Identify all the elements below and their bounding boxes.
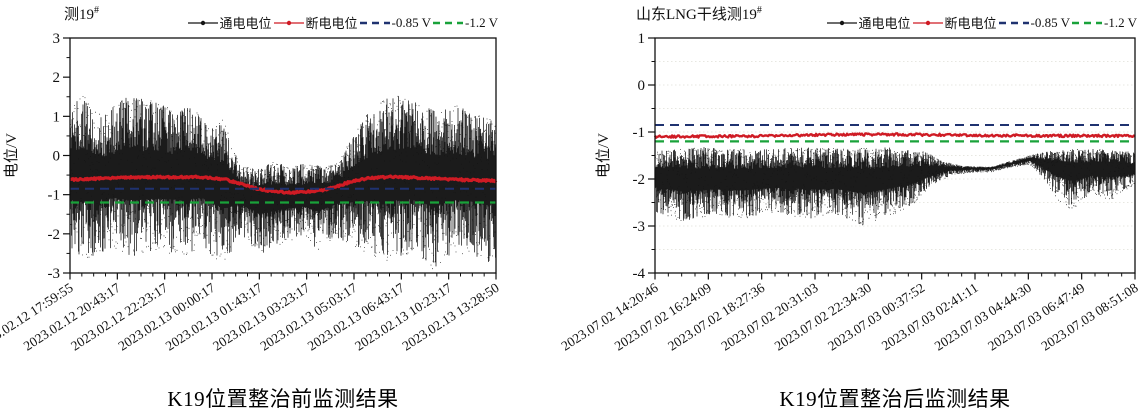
legend-item-ref-12: -1.2 V [433, 15, 498, 31]
legend-item-ref-12: -1.2 V [1072, 15, 1137, 31]
svg-text:-2: -2 [48, 227, 61, 243]
svg-text:0: 0 [638, 78, 646, 94]
legend-label-ref-085: -0.85 V [391, 14, 432, 30]
chart-title-text: 山东LNG干线测19 [636, 7, 757, 23]
svg-text:1: 1 [638, 31, 646, 47]
legend-label-on-potential: 通电电位 [858, 16, 911, 31]
svg-text:-2: -2 [633, 172, 646, 188]
legend-label-on-potential: 通电电位 [219, 16, 272, 31]
legend-swatch-on-potential [826, 20, 857, 25]
legend-after: 通电电位 断电电位 -0.85 V -1.2 V [826, 13, 1137, 32]
svg-text:-3: -3 [48, 266, 61, 282]
svg-text:2023.07.02 20:31:03: 2023.07.02 20:31:03 [718, 280, 820, 354]
legend-item-on-potential: 通电电位 [826, 13, 911, 32]
chart-title-before: 测19# [64, 3, 99, 24]
legend-swatch-on-potential [187, 20, 218, 25]
legend-item-on-potential: 通电电位 [187, 13, 272, 32]
svg-text:2023.07.02 18:27:36: 2023.07.02 18:27:36 [665, 280, 767, 354]
svg-text:2023.07.03 08:51:08: 2023.07.03 08:51:08 [1038, 280, 1140, 354]
chart-title-superscript: # [756, 5, 762, 16]
chart-figure-after: 山东LNG干线测19# 通电电位 断电电位 -0.85 V -1.2 V 1 0 -1 -2… [556, 0, 1143, 419]
chart-title-after: 山东LNG干线测19# [636, 3, 762, 24]
svg-text:2023.07.02 22:34:30: 2023.07.02 22:34:30 [772, 280, 874, 354]
svg-text:-1: -1 [633, 125, 646, 141]
legend-item-ref-085: -0.85 V [359, 14, 432, 31]
legend-swatch-off-potential [273, 20, 304, 25]
chart-title-text: 测19 [64, 7, 95, 23]
svg-text:2023.07.02 14:20:46: 2023.07.02 14:20:46 [558, 280, 660, 354]
legend-swatch-off-potential [912, 20, 943, 25]
svg-text:1: 1 [53, 109, 61, 125]
legend-item-ref-085: -0.85 V [998, 14, 1071, 31]
legend-swatch-ref-12 [433, 21, 464, 24]
svg-text:0: 0 [53, 149, 61, 165]
svg-text:电位/V: 电位/V [595, 133, 612, 178]
chart-figure-before: 测19# 通电电位 断电电位 -0.85 V -1.2 V 3 2 1 0 -1 -2 -3 202… [0, 0, 556, 419]
legend-swatch-ref-085 [359, 21, 390, 24]
legend-item-off-potential: 断电电位 [273, 13, 358, 32]
svg-text:2023.07.03 04:44:30: 2023.07.03 04:44:30 [932, 280, 1034, 354]
svg-text:2023.07.03 00:37:52: 2023.07.03 00:37:52 [825, 280, 927, 354]
chart-title-superscript: # [94, 5, 100, 16]
legend-label-ref-12: -1.2 V [465, 14, 498, 30]
caption-before: K19位置整治前监测结果 [167, 387, 399, 411]
svg-text:-4: -4 [633, 266, 646, 282]
legend-before: 通电电位 断电电位 -0.85 V -1.2 V [187, 13, 498, 32]
svg-text:-1: -1 [48, 188, 61, 204]
svg-text:2023.07.03 02:41:11: 2023.07.03 02:41:11 [879, 280, 981, 353]
svg-text:电位/V: 电位/V [3, 133, 20, 178]
svg-text:2023.07.03 06:47:49: 2023.07.03 06:47:49 [985, 280, 1087, 354]
legend-label-off-potential: 断电电位 [944, 16, 997, 31]
svg-text:-3: -3 [633, 219, 646, 235]
legend-swatch-ref-12 [1072, 21, 1103, 24]
svg-text:2: 2 [53, 70, 61, 86]
legend-label-ref-085: -0.85 V [1030, 14, 1071, 30]
legend-item-off-potential: 断电电位 [912, 13, 997, 32]
svg-text:2023.07.02 16:24:09: 2023.07.02 16:24:09 [612, 280, 714, 354]
svg-text:3: 3 [53, 31, 61, 47]
legend-label-ref-12: -1.2 V [1104, 14, 1137, 30]
legend-swatch-ref-085 [998, 21, 1029, 24]
caption-after: K19位置整治后监测结果 [779, 387, 1011, 411]
legend-label-off-potential: 断电电位 [305, 16, 358, 31]
